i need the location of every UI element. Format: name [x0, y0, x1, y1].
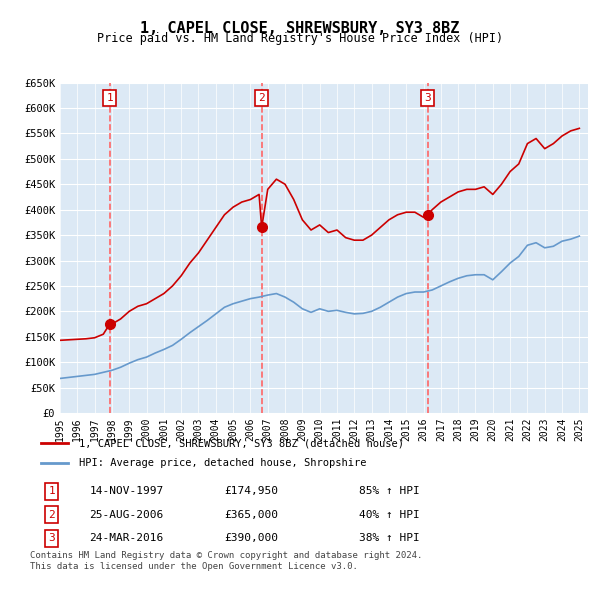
Text: 2: 2 [48, 510, 55, 520]
Text: 40% ↑ HPI: 40% ↑ HPI [359, 510, 420, 520]
Text: £174,950: £174,950 [224, 486, 278, 496]
Text: 1, CAPEL CLOSE, SHREWSBURY, SY3 8BZ (detached house): 1, CAPEL CLOSE, SHREWSBURY, SY3 8BZ (det… [79, 438, 404, 448]
Text: 1: 1 [48, 486, 55, 496]
Text: 25-AUG-2006: 25-AUG-2006 [89, 510, 164, 520]
Text: 38% ↑ HPI: 38% ↑ HPI [359, 533, 420, 543]
Text: £390,000: £390,000 [224, 533, 278, 543]
Text: 2: 2 [259, 93, 265, 103]
Text: 24-MAR-2016: 24-MAR-2016 [89, 533, 164, 543]
Text: Contains HM Land Registry data © Crown copyright and database right 2024.: Contains HM Land Registry data © Crown c… [30, 550, 422, 559]
Text: Price paid vs. HM Land Registry's House Price Index (HPI): Price paid vs. HM Land Registry's House … [97, 32, 503, 45]
Text: 85% ↑ HPI: 85% ↑ HPI [359, 486, 420, 496]
Text: 3: 3 [424, 93, 431, 103]
Text: 14-NOV-1997: 14-NOV-1997 [89, 486, 164, 496]
Text: 1, CAPEL CLOSE, SHREWSBURY, SY3 8BZ: 1, CAPEL CLOSE, SHREWSBURY, SY3 8BZ [140, 21, 460, 35]
Text: This data is licensed under the Open Government Licence v3.0.: This data is licensed under the Open Gov… [30, 562, 358, 571]
Text: 1: 1 [106, 93, 113, 103]
Text: HPI: Average price, detached house, Shropshire: HPI: Average price, detached house, Shro… [79, 458, 366, 467]
Text: £365,000: £365,000 [224, 510, 278, 520]
Text: 3: 3 [48, 533, 55, 543]
